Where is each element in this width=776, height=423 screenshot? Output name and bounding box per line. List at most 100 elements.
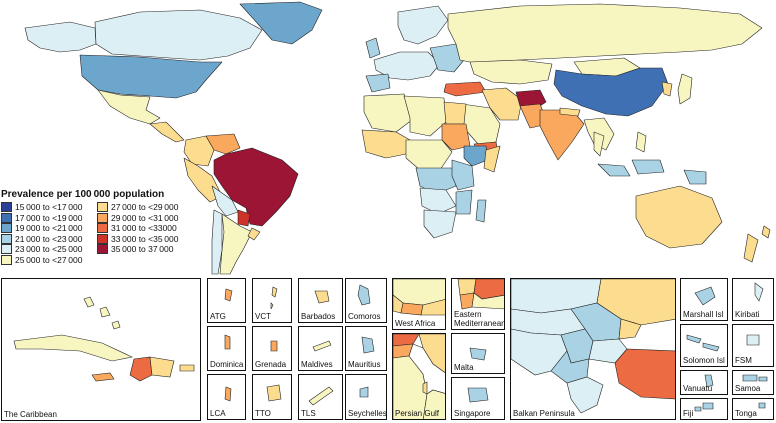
inset-label: Eastern Mediterranean: [454, 310, 505, 328]
region-kazakhstan: [469, 59, 553, 85]
inset-mauritius: Mauritius: [345, 326, 387, 371]
region-seychelles: [359, 386, 369, 398]
region-mozambique: [455, 189, 473, 215]
inset-label: Dominica: [210, 360, 244, 369]
region-jamaica: [91, 372, 115, 382]
legend-swatch: [97, 233, 108, 244]
region-bahamas: [83, 296, 121, 330]
inset-label: Tonga: [735, 409, 757, 418]
region-tonga: [758, 402, 766, 409]
inset-label: West Africa: [395, 319, 436, 328]
inset-label: Singapore: [454, 409, 491, 418]
region-wa-coast-2: [400, 302, 424, 316]
legend-swatch: [1, 202, 12, 213]
inset-label: Comoros: [348, 312, 381, 321]
region-grenada: [270, 340, 278, 352]
region-antarctic-islands: [761, 225, 771, 239]
inset-west-africa: West Africa: [392, 278, 446, 330]
caribbean-map: [13, 296, 195, 382]
region-indonesia-2: [631, 159, 665, 175]
inset-grenada: Grenada: [252, 326, 292, 371]
region-greenland: [239, 1, 323, 45]
region-nepal: [559, 107, 581, 117]
legend-swatch: [1, 244, 12, 255]
region-china: [553, 67, 669, 117]
region-tls: [308, 386, 334, 406]
region-puerto-rico: [179, 364, 195, 372]
legend-label: 23 000 to <25 000: [15, 244, 83, 255]
region-mexico: [97, 89, 161, 125]
region-png: [683, 169, 707, 185]
inset-label: LCA: [210, 409, 226, 418]
region-madagascar: [475, 199, 487, 223]
inset-label: Solomon Isl: [683, 356, 725, 365]
inset-label: ATG: [210, 312, 226, 321]
inset-fsm: FSM: [732, 324, 774, 367]
region-uruguay: [247, 227, 261, 241]
legend-label: 25 000 to <27 000: [15, 254, 83, 265]
inset-atg: ATG: [207, 278, 246, 323]
region-comoros: [357, 284, 371, 306]
legend-grid: 15 000 to <17 000 27 000 to <29 000 17 0…: [1, 202, 191, 265]
region-pg-qatar: [422, 381, 428, 395]
legend-label: 19 000 to <21 000: [15, 223, 83, 234]
legend-label: 29 000 to <31 000: [111, 212, 179, 223]
inset-label: Maldives: [301, 360, 333, 369]
inset-tto: TTO: [252, 374, 292, 420]
region-indonesia-1: [597, 163, 631, 177]
legend-swatch: [1, 254, 12, 265]
inset-label: Balkan Peninsula: [513, 409, 575, 418]
legend-item: 29 000 to <31 000: [97, 212, 191, 224]
region-brazil: [213, 147, 299, 227]
region-west-europe: [373, 51, 441, 81]
legend-item: 25 000 to <27 000: [1, 254, 97, 266]
legend-item: 27 000 to <29 000: [97, 202, 191, 213]
inset-eastern-med: Eastern Mediterranean: [451, 278, 505, 330]
inset-label: Kiribati: [735, 310, 760, 319]
legend-swatch: [97, 202, 108, 213]
inset-seychelles: Seychelles: [345, 374, 387, 420]
region-vct: [270, 286, 278, 310]
inset-label: Grenada: [255, 360, 287, 369]
inset-label: TTO: [255, 409, 271, 418]
legend-item: 15 000 to <17 000: [1, 202, 97, 213]
world-map: [24, 1, 771, 275]
region-korea: [661, 81, 673, 97]
legend-swatch: [1, 233, 12, 244]
region-vanuatu: [704, 374, 714, 388]
region-angola-zambia: [419, 187, 457, 215]
region-east-europe: [429, 43, 465, 73]
region-argentina: [219, 213, 253, 275]
legend-swatch: [97, 212, 108, 223]
region-uk: [365, 37, 381, 59]
inset-label: Malta: [454, 363, 474, 372]
legend-item: 31 000 to <33000: [97, 223, 191, 234]
inset-label: Vanuatu: [683, 384, 713, 393]
region-paraguay: [237, 209, 251, 227]
legend-swatch: [1, 223, 12, 234]
inset-caribbean: The Caribbean: [1, 278, 201, 421]
legend-swatch: [97, 244, 108, 255]
legend-label: 17 000 to <19 000: [15, 212, 83, 223]
inset-balkan: Balkan Peninsula: [510, 278, 676, 420]
legend-item: 35 000 to 37 000: [97, 244, 191, 255]
region-east-africa: [451, 159, 475, 191]
region-mauritius: [361, 336, 375, 354]
region-thailand: [593, 131, 605, 157]
inset-dominica: Dominica: [207, 326, 246, 371]
inset-label: Marshall Isl: [683, 310, 724, 319]
region-fiji: [694, 402, 714, 412]
inset-maldives: Maldives: [298, 326, 343, 371]
region-philippines: [635, 131, 647, 153]
region-southern-africa: [423, 209, 457, 239]
region-singapore: [467, 387, 489, 403]
inset-label: Mauritius: [348, 360, 381, 369]
region-australia: [635, 185, 723, 249]
region-samoa: [742, 374, 768, 382]
region-cuba: [13, 334, 133, 362]
inset-label: TLS: [301, 409, 316, 418]
inset-label: Persian Gulf: [395, 409, 440, 418]
region-egypt: [443, 101, 467, 125]
region-bk-moldova: [618, 318, 642, 340]
legend-label: 21 000 to <23 000: [15, 233, 83, 244]
